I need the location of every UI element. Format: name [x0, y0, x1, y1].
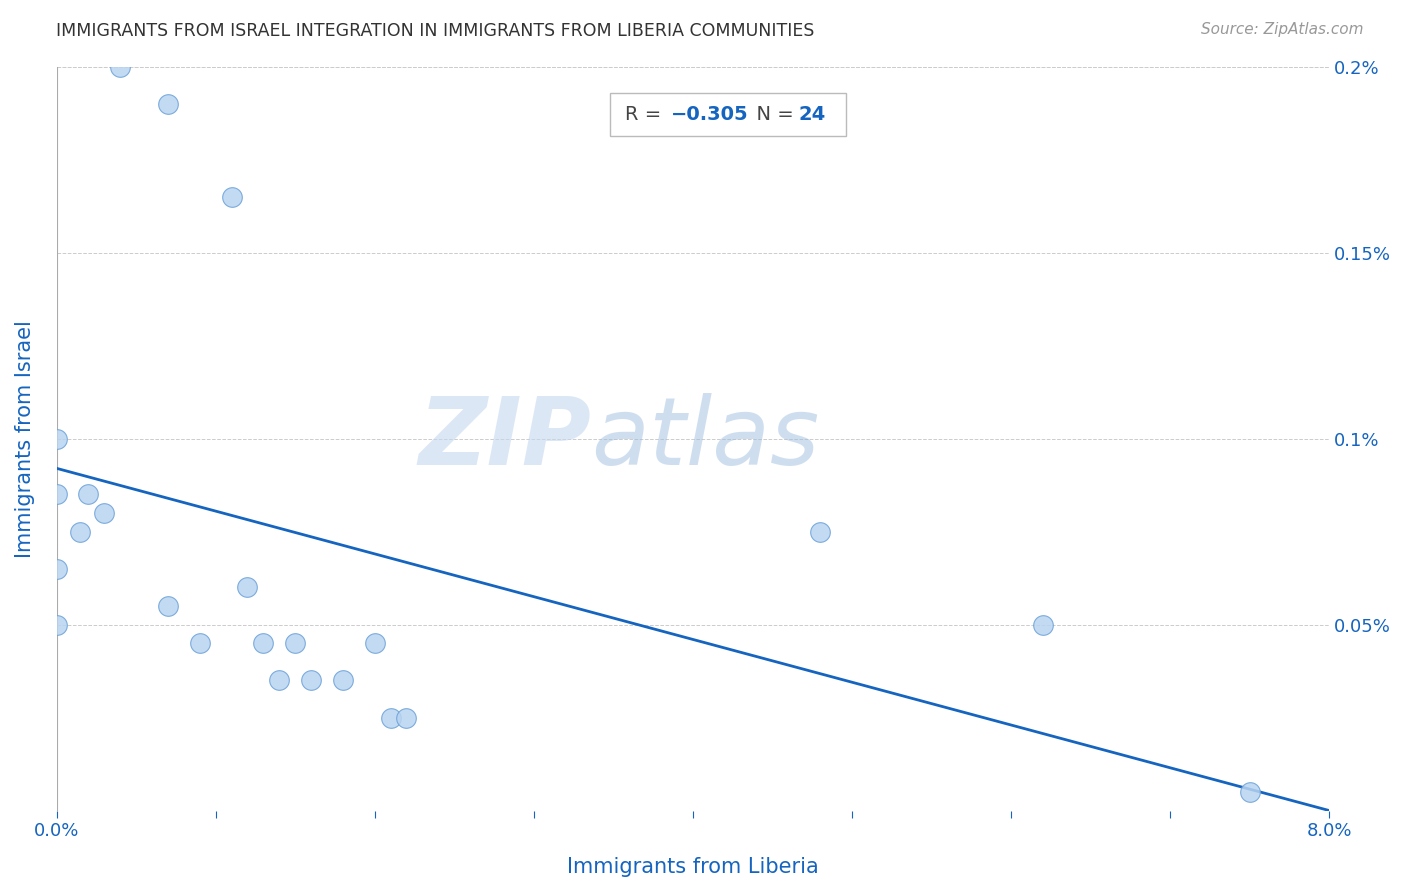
Point [45, 432, 67, 446]
Point [395, 710, 418, 724]
Point [188, 636, 211, 650]
Text: atlas: atlas [591, 393, 820, 484]
Point [363, 636, 385, 650]
Text: R =: R = [626, 104, 668, 124]
Point [808, 524, 831, 539]
Point [77, 487, 100, 501]
Point [1032, 617, 1054, 632]
Text: Source: ZipAtlas.com: Source: ZipAtlas.com [1201, 22, 1364, 37]
Point [284, 636, 307, 650]
Point [69, 524, 91, 539]
Text: 24: 24 [799, 104, 825, 124]
Point [1239, 785, 1261, 799]
Point [332, 673, 354, 688]
Point [156, 599, 179, 613]
Text: IMMIGRANTS FROM ISRAEL INTEGRATION IN IMMIGRANTS FROM LIBERIA COMMUNITIES: IMMIGRANTS FROM ISRAEL INTEGRATION IN IM… [56, 22, 814, 40]
FancyBboxPatch shape [610, 93, 845, 136]
Y-axis label: Immigrants from Israel: Immigrants from Israel [15, 319, 35, 558]
Text: N =: N = [744, 104, 800, 124]
Point [93, 506, 115, 520]
Point [236, 580, 259, 594]
X-axis label: Immigrants from Liberia: Immigrants from Liberia [567, 857, 818, 877]
Point [156, 96, 179, 111]
Point [221, 190, 243, 204]
Text: ZIP: ZIP [418, 392, 591, 484]
Point [380, 710, 402, 724]
Point [108, 60, 131, 74]
Point [45, 617, 67, 632]
Point [45, 562, 67, 576]
Text: −0.305: −0.305 [671, 104, 749, 124]
Point [299, 673, 322, 688]
Point [45, 487, 67, 501]
Point [269, 673, 291, 688]
Point [252, 636, 274, 650]
